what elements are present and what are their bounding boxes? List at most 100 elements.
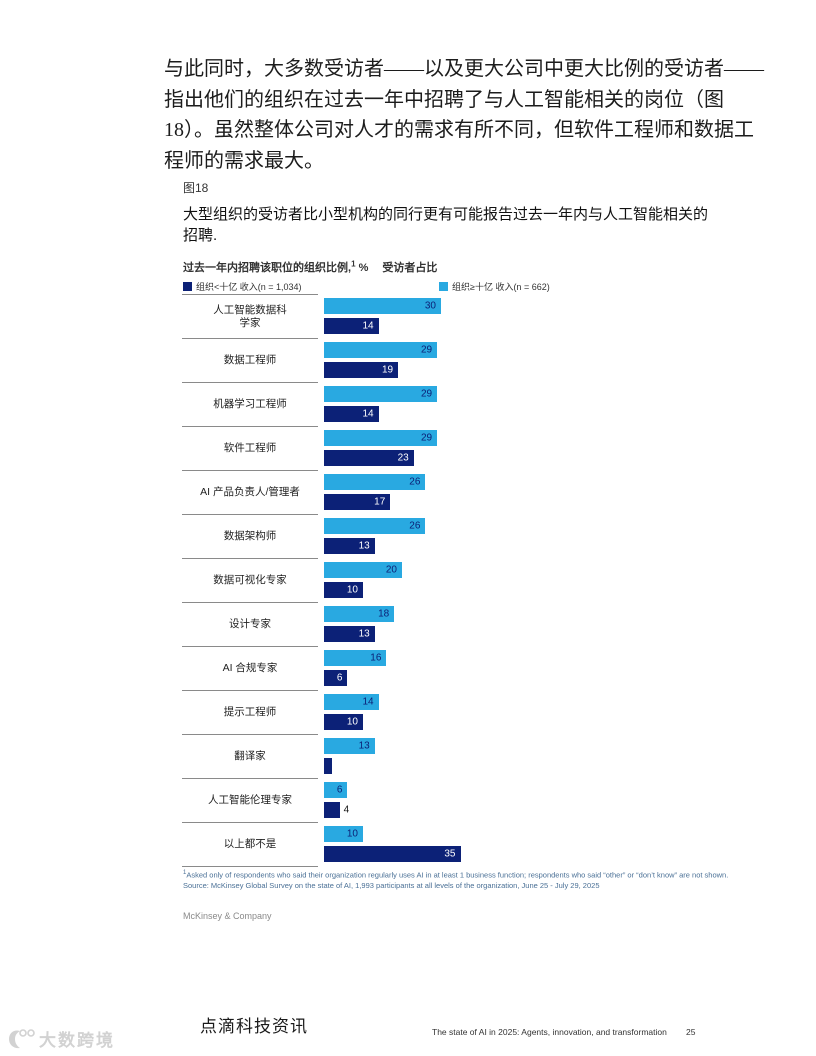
- watermark-text: 大数跨境: [39, 1031, 115, 1050]
- footer-report-title: The state of AI in 2025: Agents, innovat…: [432, 1027, 667, 1037]
- bar-large-orgs: 18: [324, 606, 395, 622]
- bar-value-label: 10: [346, 716, 358, 728]
- chart-row: 数据工程师 29 19: [182, 338, 742, 382]
- bar-large-orgs: 30: [324, 298, 441, 314]
- figure-title: 大型组织的受访者比小型机构的同行更有可能报告过去一年内与人工智能相关的招聘.: [183, 206, 709, 244]
- category-label: 提示工程师: [182, 690, 318, 734]
- bar-group: 26 13: [318, 514, 742, 558]
- bar-group: 29 19: [318, 338, 742, 382]
- bar-value-label: 29: [420, 388, 433, 400]
- bar-large-orgs: 6: [324, 782, 348, 798]
- bar-small-orgs: 19: [324, 362, 399, 378]
- category-label: 人工智能伦理专家: [182, 778, 318, 822]
- bar-value-label: 13: [358, 628, 370, 640]
- figure-number: 图18: [183, 181, 209, 195]
- bar-large-orgs: 29: [324, 386, 438, 402]
- chart-row: 以上都不是 10 35: [182, 822, 742, 866]
- bar-value-label: 14: [362, 408, 374, 420]
- bar-group: 26 17: [318, 470, 742, 514]
- legend-swatch-light-icon: [439, 282, 448, 291]
- category-label: AI 产品负责人/管理者: [182, 470, 318, 514]
- intro-paragraph: 与此同时，大多数受访者——以及更大公司中更大比例的受访者——指出他们的组织在过去…: [164, 58, 764, 172]
- bar-small-orgs: [324, 758, 332, 774]
- chart-row: 提示工程师 14 10: [182, 690, 742, 734]
- bar-value-label: 16: [370, 652, 382, 664]
- bar-value-label: 20: [385, 564, 397, 576]
- category-label: 翻译家: [182, 734, 318, 778]
- bar-large-orgs: 13: [324, 738, 375, 754]
- bar-large-orgs: 29: [324, 342, 438, 358]
- category-label: 数据工程师: [182, 338, 318, 382]
- bar-large-orgs: 16: [324, 650, 387, 666]
- bar-small-orgs: 23: [324, 450, 414, 466]
- category-label: 机器学习工程师: [182, 382, 318, 426]
- bar-group: 20 10: [318, 558, 742, 602]
- bar-large-orgs: 26: [324, 474, 426, 490]
- bar-value-label: 13: [358, 740, 370, 752]
- bar-small-orgs: 4: [324, 802, 349, 818]
- chart-axis-label: 过去一年内招聘该职位的组织比例,1 % 受访者占比: [183, 259, 437, 275]
- axis-label-secondary: 受访者占比: [382, 262, 438, 274]
- chart-row: 数据可视化专家 20 10: [182, 558, 742, 602]
- chart-row: AI 产品负责人/管理者 26 17: [182, 470, 742, 514]
- bar-value-label: 29: [420, 344, 433, 356]
- footer-brand-text: 点滴科技资讯: [200, 1017, 308, 1036]
- chart-row: 机器学习工程师 29 14: [182, 382, 742, 426]
- bar-small-orgs: 13: [324, 626, 375, 642]
- bar-large-orgs: 14: [324, 694, 379, 710]
- bar-group: 6 4: [318, 778, 742, 822]
- dashukuajing-logo-icon: [9, 1028, 35, 1048]
- category-label: 软件工程师: [182, 426, 318, 470]
- bar-small-orgs: 14: [324, 406, 379, 422]
- bar-group: 14 10: [318, 690, 742, 734]
- watermark: 大数跨境: [6, 1026, 115, 1051]
- bar-small-orgs: 13: [324, 538, 375, 554]
- bar-small-orgs: 6: [324, 670, 348, 686]
- chart-row: 人工智能数据科 学家 30 14: [182, 294, 742, 338]
- footnote-line-2: Source: McKinsey Global Survey on the st…: [183, 881, 600, 890]
- bar-group: 29 23: [318, 426, 742, 470]
- bar-value-label: 35: [444, 848, 456, 860]
- axis-label-text: 过去一年内招聘该职位的组织比例,: [183, 262, 352, 274]
- chart-row: 软件工程师 29 23: [182, 426, 742, 470]
- category-label: 设计专家: [182, 602, 318, 646]
- bar-value-label: 26: [409, 520, 421, 532]
- bar-value-label: 17: [374, 496, 386, 508]
- bar-large-orgs: 20: [324, 562, 402, 578]
- bar-small-orgs: 17: [324, 494, 391, 510]
- bar-value-label: 26: [409, 476, 421, 488]
- legend-label: 组织≥十亿 收入(n = 662): [452, 282, 550, 292]
- legend-swatch-dark-icon: [183, 282, 192, 291]
- category-label: 人工智能数据科 学家: [182, 294, 318, 338]
- chart-legend: 组织<十亿 收入(n = 1,034) 组织≥十亿 收入(n = 662): [183, 280, 550, 293]
- bar-group: 30 14: [318, 294, 742, 338]
- bar-value-label: 30: [424, 300, 436, 312]
- bar-value-label: 29: [420, 432, 433, 444]
- bar-value-label: 18: [378, 608, 390, 620]
- bar-chart: 人工智能数据科 学家 30 14 数据工程师 29 19 机器学习工程师 29 …: [182, 294, 742, 867]
- bar-group: 16 6: [318, 646, 742, 690]
- chart-bottom-rule: [182, 866, 318, 867]
- bar-value-label: 14: [362, 320, 374, 332]
- chart-row: AI 合规专家 16 6: [182, 646, 742, 690]
- bar-value-label: 14: [362, 696, 374, 708]
- mckinsey-credit: McKinsey & Company: [183, 911, 272, 921]
- chart-footnote: 1Asked only of respondents who said thei…: [183, 868, 743, 892]
- bar-value-label: 4: [343, 804, 350, 816]
- bar-large-orgs: 26: [324, 518, 426, 534]
- bar-value-label: 6: [336, 784, 343, 796]
- legend-item-small-orgs: 组织<十亿 收入(n = 1,034): [183, 280, 439, 293]
- legend-label: 组织<十亿 收入(n = 1,034): [196, 282, 302, 292]
- bar-small-orgs: 10: [324, 714, 363, 730]
- bar-value-label: 19: [381, 364, 394, 376]
- bar-value-label: 10: [346, 828, 358, 840]
- category-label: AI 合规专家: [182, 646, 318, 690]
- category-label: 以上都不是: [182, 822, 318, 866]
- category-label: 数据可视化专家: [182, 558, 318, 602]
- chart-row: 翻译家 13: [182, 734, 742, 778]
- bar-group: 18 13: [318, 602, 742, 646]
- chart-row: 设计专家 18 13: [182, 602, 742, 646]
- bar-value-label: 10: [346, 584, 358, 596]
- bar-small-orgs: 35: [324, 846, 461, 862]
